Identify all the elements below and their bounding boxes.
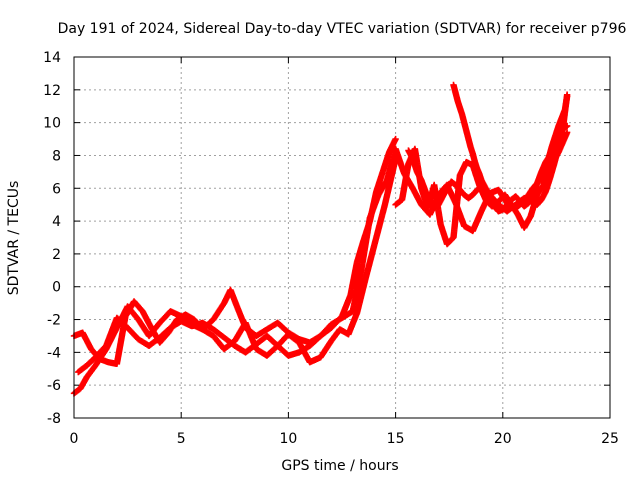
data-point <box>563 93 571 100</box>
plot-area <box>70 81 571 397</box>
y-tick-label: 14 <box>43 50 61 66</box>
x-tick-label: 10 <box>279 431 297 447</box>
ticks: 0 5 10 15 20 25 -8 -6 -4 -2 0 2 4 6 8 10 12 14 <box>43 50 619 447</box>
y-axis-label: SDTVAR / TECUs <box>6 181 22 296</box>
x-tick-label: 20 <box>494 431 512 447</box>
data-point <box>563 122 571 130</box>
x-tick-label: 25 <box>601 431 619 447</box>
y-tick-label: 4 <box>52 214 61 230</box>
y-tick-label: -4 <box>47 345 61 361</box>
y-tick-label: 2 <box>52 247 61 263</box>
x-tick-label: 5 <box>177 431 186 447</box>
plot-frame <box>73 56 611 419</box>
data-point <box>392 135 399 143</box>
y-tick-label: -8 <box>47 411 61 427</box>
x-tick-label: 0 <box>70 431 79 447</box>
y-tick-label: 10 <box>43 116 61 132</box>
x-tick-label: 15 <box>387 431 405 447</box>
chart-title: Day 191 of 2024, Sidereal Day-to-day VTE… <box>58 21 627 37</box>
y-tick-label: -2 <box>47 313 61 329</box>
series-track-g <box>542 93 571 172</box>
series-track-f <box>405 122 571 215</box>
y-tick-label: 6 <box>52 181 61 197</box>
y-tick-label: 8 <box>52 148 61 164</box>
y-tick-label: 12 <box>43 83 61 99</box>
y-tick-label: 0 <box>52 280 61 296</box>
series-track-e <box>450 81 567 215</box>
series-track-b <box>70 155 399 368</box>
y-tick-label: -6 <box>47 378 61 394</box>
data-point <box>563 129 571 136</box>
grid <box>74 57 610 418</box>
x-axis-label: GPS time / hours <box>281 458 398 474</box>
